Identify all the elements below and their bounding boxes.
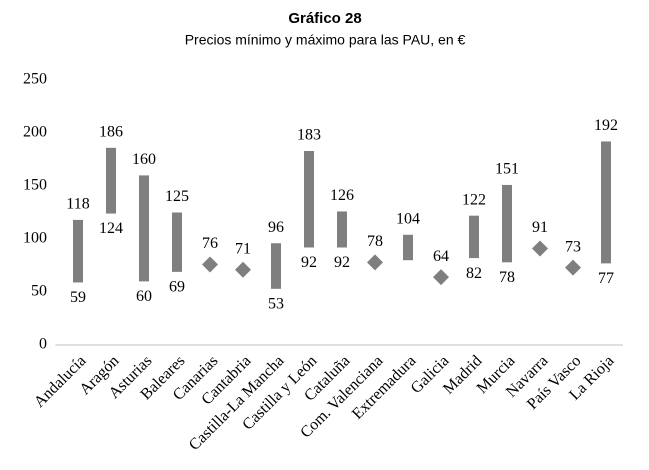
chart-title: Gráfico 28: [288, 10, 361, 27]
max-label: 125: [165, 188, 189, 205]
max-label: 71: [235, 240, 251, 257]
max-label: 186: [99, 124, 123, 141]
max-label: 151: [495, 161, 519, 178]
max-label: 126: [330, 187, 354, 204]
diamond-marker: [433, 269, 449, 286]
max-label: 91: [532, 219, 548, 236]
range-bar: [601, 141, 611, 264]
max-label: 192: [594, 117, 618, 134]
min-label: 124: [99, 220, 123, 237]
max-label: 73: [565, 238, 581, 255]
y-tick-label: 50: [31, 283, 47, 300]
chart-subtitle: Precios mínimo y máximo para las PAU, en…: [185, 32, 466, 48]
min-label: 59: [70, 289, 86, 306]
max-label: 104: [396, 210, 420, 227]
max-label: 118: [66, 196, 89, 213]
y-tick-label: 100: [23, 230, 47, 247]
min-label: 77: [598, 270, 614, 287]
max-label: 78: [367, 233, 383, 250]
diamond-marker: [235, 261, 251, 278]
diamond-marker: [532, 240, 548, 257]
min-label: 69: [169, 279, 185, 296]
range-bar: [73, 219, 83, 283]
min-label: 92: [301, 254, 317, 271]
range-bar: [139, 175, 149, 282]
diamond-marker: [202, 256, 218, 273]
y-tick-label: 0: [39, 336, 47, 353]
min-label: 92: [334, 254, 350, 271]
max-label: 96: [268, 219, 284, 236]
max-label: 122: [462, 191, 486, 208]
y-tick-label: 250: [23, 71, 47, 88]
max-label: 64: [433, 248, 449, 265]
min-label: 82: [466, 265, 482, 282]
range-bar: [271, 243, 281, 289]
range-bar: [337, 211, 347, 248]
range-bar: [106, 147, 116, 214]
range-bar: [469, 215, 479, 259]
diamond-marker: [367, 254, 383, 271]
range-bar: [172, 212, 182, 272]
range-bar: [502, 184, 512, 263]
y-tick-label: 150: [23, 177, 47, 194]
min-label: 78: [499, 269, 515, 286]
max-label: 183: [297, 127, 321, 144]
min-label: 60: [136, 288, 152, 305]
y-tick-label: 200: [23, 124, 47, 141]
range-bar: [304, 151, 314, 248]
max-label: 76: [202, 235, 218, 252]
diamond-marker: [565, 259, 581, 276]
max-label: 160: [132, 151, 156, 168]
min-label: 53: [268, 295, 284, 312]
range-bar: [403, 234, 413, 261]
